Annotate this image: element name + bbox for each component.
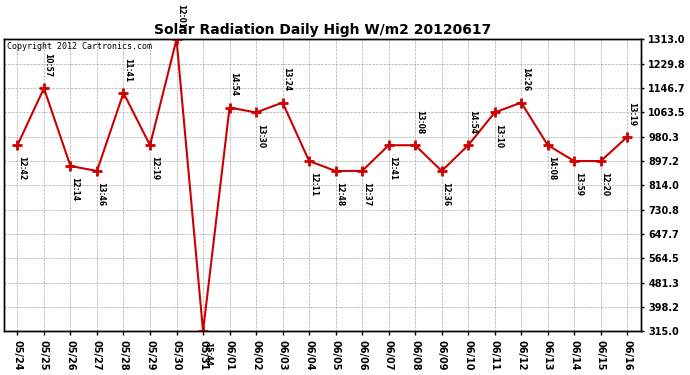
Text: 13:30: 13:30	[256, 124, 265, 148]
Text: 14:08: 14:08	[547, 156, 556, 181]
Text: 14:54: 14:54	[229, 72, 238, 96]
Text: 10:57: 10:57	[43, 53, 52, 77]
Text: 12:48: 12:48	[335, 182, 344, 206]
Text: 12:11: 12:11	[309, 172, 318, 196]
Text: 12:19: 12:19	[150, 156, 159, 180]
Text: Copyright 2012 Cartronics.com: Copyright 2012 Cartronics.com	[8, 42, 152, 51]
Text: 13:08: 13:08	[415, 110, 424, 134]
Text: 13:10: 13:10	[495, 124, 504, 148]
Text: 12:41: 12:41	[388, 156, 397, 180]
Text: 11:41: 11:41	[123, 58, 132, 82]
Text: 12:36: 12:36	[442, 182, 451, 206]
Text: 12:42: 12:42	[17, 156, 26, 180]
Text: 14:26: 14:26	[521, 68, 530, 92]
Text: 12:14: 12:14	[70, 177, 79, 201]
Text: 12:20: 12:20	[600, 172, 609, 196]
Text: 15:44: 15:44	[203, 342, 212, 366]
Title: Solar Radiation Daily High W/m2 20120617: Solar Radiation Daily High W/m2 20120617	[154, 23, 491, 37]
Text: 13:46: 13:46	[97, 182, 106, 206]
Text: 13:59: 13:59	[574, 172, 583, 196]
Text: 13:19: 13:19	[627, 102, 636, 126]
Text: 12:37: 12:37	[362, 182, 371, 206]
Text: 14:54: 14:54	[468, 110, 477, 134]
Text: 12:01: 12:01	[176, 4, 185, 28]
Text: 13:24: 13:24	[282, 68, 291, 92]
